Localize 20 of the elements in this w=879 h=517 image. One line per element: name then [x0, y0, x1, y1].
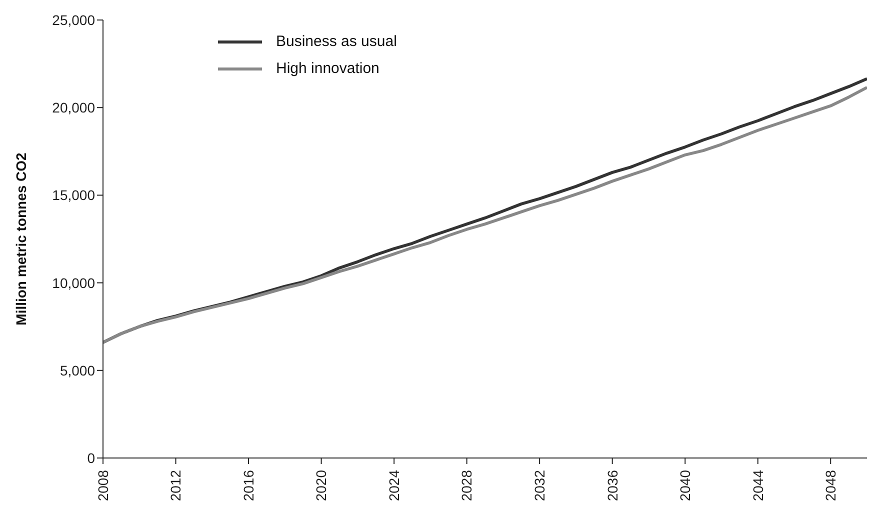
legend-label: High innovation: [276, 59, 380, 79]
x-tick-label: 2032: [532, 470, 548, 502]
y-tick-label: 0: [87, 450, 96, 466]
x-tick-label: 2048: [822, 470, 839, 502]
x-tick-label: 2008: [94, 470, 111, 502]
y-tick-label: 15,000: [52, 187, 96, 204]
x-tick-label: 2044: [750, 470, 766, 502]
x-tick-label: 2036: [604, 470, 620, 502]
y-tick-label: 5,000: [60, 362, 96, 378]
y-tick-label: 20,000: [52, 100, 96, 116]
x-tick-label: 2028: [458, 470, 475, 502]
y-tick-label: 10,000: [52, 274, 96, 291]
legend-label: Business as usual: [276, 32, 397, 52]
x-tick-label: 2016: [240, 470, 256, 502]
x-tick-label: 2020: [313, 470, 330, 502]
y-tick-label: 25,000: [52, 12, 96, 28]
x-tick-label: 2012: [168, 470, 184, 502]
x-tick-label: 2024: [386, 470, 402, 502]
y-axis-title: Million metric tonnes CO2: [12, 152, 29, 326]
x-tick-label: 2040: [677, 470, 694, 502]
